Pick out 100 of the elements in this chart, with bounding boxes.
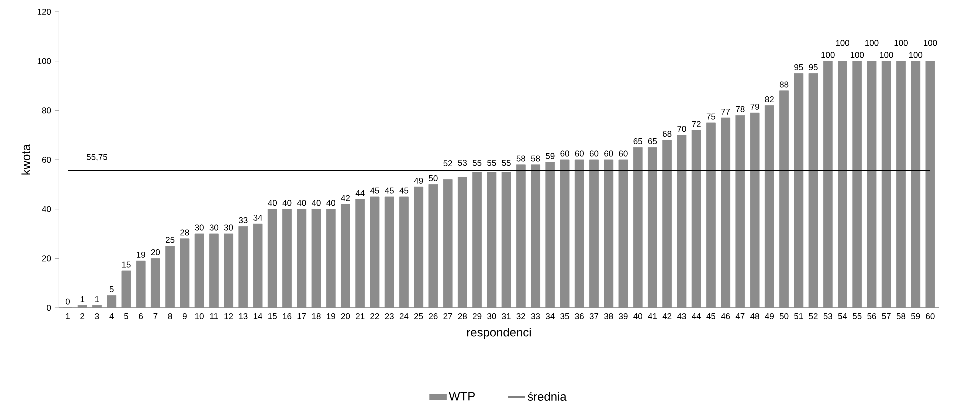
bar (574, 160, 584, 308)
data-label: 65 (634, 138, 642, 144)
data-label: 34 (254, 214, 262, 221)
bar (926, 61, 936, 308)
bar (282, 209, 292, 308)
x-tick-label: 46 (721, 313, 730, 320)
bar (341, 204, 350, 308)
bar (780, 90, 789, 308)
data-label: 40 (268, 200, 278, 206)
x-tick-label: 58 (896, 313, 906, 320)
x-tick-label: 49 (765, 313, 774, 320)
bar (750, 112, 760, 308)
data-label: 70 (678, 126, 686, 132)
x-tick-label: 15 (268, 313, 278, 320)
x-tick-label: 43 (677, 313, 686, 320)
bar (546, 162, 556, 308)
x-tick-label: 28 (458, 313, 468, 320)
data-label: 40 (282, 200, 292, 206)
data-label: 60 (575, 150, 584, 157)
data-label: 45 (385, 188, 394, 194)
data-label: 79 (750, 104, 760, 110)
x-tick-label: 60 (926, 313, 935, 320)
bar (166, 246, 176, 308)
x-tick-label: 14 (254, 313, 262, 320)
x-tick-label: 29 (473, 313, 482, 320)
data-label: 55 (488, 160, 496, 166)
bar (122, 270, 132, 308)
x-tick-label: 5 (124, 313, 128, 320)
x-tick-label: 56 (868, 313, 876, 320)
data-label: 100 (822, 52, 835, 58)
bar (180, 238, 190, 308)
x-tick-label: 4 (110, 313, 114, 320)
x-tick-label: 21 (356, 313, 365, 320)
bar (414, 186, 424, 308)
x-tick-label: 30 (488, 313, 496, 320)
bar (443, 180, 453, 308)
data-label: 68 (663, 131, 672, 138)
bar (852, 61, 862, 308)
data-label: 52 (444, 160, 452, 167)
data-label: 60 (619, 150, 628, 157)
bar (253, 224, 263, 308)
bar (590, 160, 599, 308)
bar (896, 61, 906, 308)
x-tick-label: 2 (80, 313, 85, 320)
data-label: 100 (894, 40, 908, 46)
x-tick-label: 24 (400, 313, 409, 320)
bar (516, 164, 526, 308)
bar (736, 115, 746, 308)
bar (867, 61, 877, 308)
data-label: 100 (909, 52, 923, 58)
bar (107, 295, 117, 308)
bar (794, 73, 804, 308)
bar (692, 130, 702, 308)
data-label: 0 (66, 298, 70, 305)
bar (662, 140, 672, 308)
bar (326, 209, 336, 308)
data-label: 100 (924, 40, 938, 46)
bar (560, 160, 570, 308)
bar (136, 260, 146, 308)
data-label: 60 (590, 150, 599, 157)
bar (531, 164, 540, 308)
data-label: 45 (400, 188, 409, 194)
x-tick-label: 35 (560, 313, 570, 320)
data-label: 30 (195, 224, 204, 231)
x-tick-label: 16 (283, 313, 292, 320)
x-tick-label: 40 (634, 313, 642, 320)
data-label: 60 (560, 150, 570, 157)
x-tick-label: 27 (444, 313, 452, 320)
x-tick-label: 6 (139, 313, 144, 320)
data-label: 65 (648, 138, 658, 144)
bar (458, 177, 468, 308)
data-label: 77 (722, 109, 730, 115)
bar (78, 305, 88, 308)
x-tick-label: 39 (619, 313, 628, 320)
x-tick-label: 38 (604, 313, 614, 320)
bar (268, 209, 278, 308)
x-tick-label: 20 (341, 313, 350, 320)
bar (882, 61, 892, 308)
bar (151, 258, 160, 308)
data-label: 30 (210, 224, 219, 231)
x-tick-label: 23 (385, 313, 394, 320)
data-label: 53 (458, 160, 468, 166)
bar (194, 234, 204, 308)
bar (472, 172, 482, 308)
data-label: 40 (312, 200, 321, 206)
y-tick-label: 20 (42, 256, 52, 262)
y-tick-label: 120 (38, 9, 52, 15)
data-label: 40 (326, 200, 336, 206)
x-tick-label: 54 (838, 313, 848, 320)
bar (721, 118, 731, 308)
bar (911, 61, 921, 308)
x-axis-title: respondenci (467, 328, 531, 340)
bar (648, 147, 658, 308)
bar (400, 196, 409, 308)
data-label: 100 (866, 40, 879, 46)
data-label: 20 (151, 249, 160, 256)
data-label: 40 (297, 200, 306, 206)
y-tick-label: 80 (42, 108, 52, 114)
data-label: 42 (341, 195, 350, 202)
x-tick-label: 18 (312, 313, 321, 320)
